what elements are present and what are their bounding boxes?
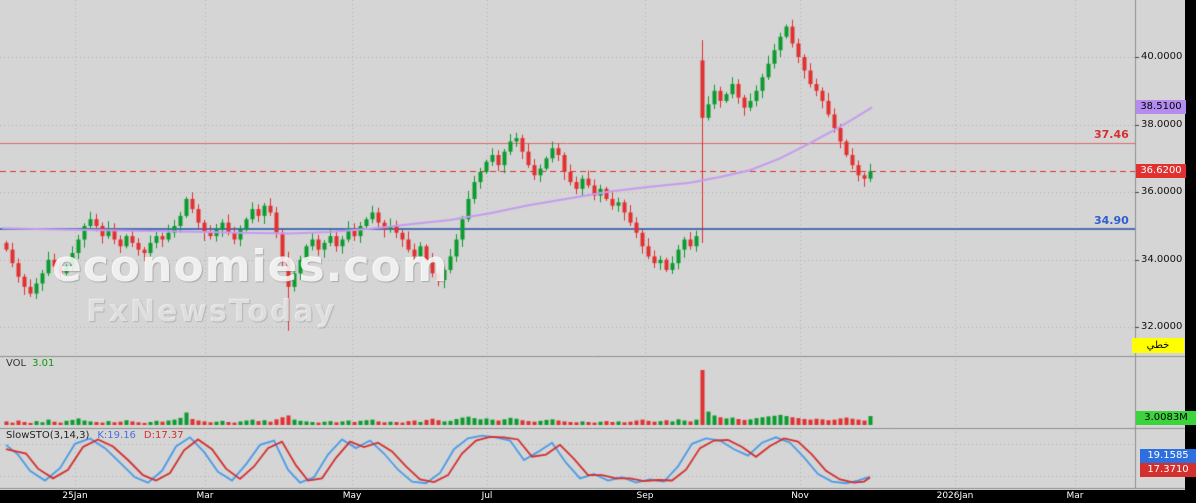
stochastic-d-label: D:17.37 bbox=[143, 430, 184, 441]
time-axis-label: Sep bbox=[636, 491, 654, 501]
time-axis-label: May bbox=[342, 491, 362, 501]
price-axis-label: 34.0000 bbox=[1141, 253, 1183, 265]
time-axis-label: 2026Jan bbox=[936, 491, 974, 501]
badge-scale-type[interactable]: خطي bbox=[1132, 338, 1184, 353]
support-line-label: 34.90 bbox=[1094, 214, 1129, 228]
stochastic-panel-header: SlowSTO(3,14,3) K:19.16 D:17.37 bbox=[6, 430, 184, 441]
time-axis-label: Mar bbox=[1066, 491, 1084, 501]
time-axis-label: Mar bbox=[196, 491, 214, 501]
window-right-edge bbox=[1185, 0, 1196, 503]
stochastic-k-label: K:19.16 bbox=[97, 430, 136, 441]
resistance-line-label: 37.46 bbox=[1094, 127, 1129, 141]
price-axis-label: 32.0000 bbox=[1141, 321, 1183, 333]
stochastic-indicator-name: SlowSTO(3,14,3) bbox=[6, 430, 90, 441]
badge-sto-k-value: 19.1585 bbox=[1140, 449, 1196, 463]
price-axis-label: 40.0000 bbox=[1141, 51, 1183, 62]
badge-ma-value: 38.5100 bbox=[1136, 100, 1186, 115]
time-axis-label: 25Jan bbox=[62, 491, 88, 501]
badge-volume-value: 3.0083M bbox=[1136, 411, 1196, 425]
badge-last-price: 36.6200 bbox=[1136, 164, 1186, 179]
price-axis-label: 38.0000 bbox=[1141, 118, 1183, 130]
volume-panel-header: VOL 3.01 bbox=[6, 358, 54, 369]
time-axis[interactable]: 25Jan Mar May Jul Sep Nov 2026Jan Mar bbox=[0, 490, 1196, 503]
volume-current-value: 3.01 bbox=[32, 358, 55, 369]
time-axis-label: Jul bbox=[481, 491, 493, 501]
volume-indicator-name: VOL bbox=[6, 358, 27, 369]
badge-sto-d-value: 17.3710 bbox=[1140, 463, 1196, 477]
time-axis-label: Nov bbox=[791, 491, 809, 501]
price-axis-label: 36.0000 bbox=[1141, 186, 1183, 198]
